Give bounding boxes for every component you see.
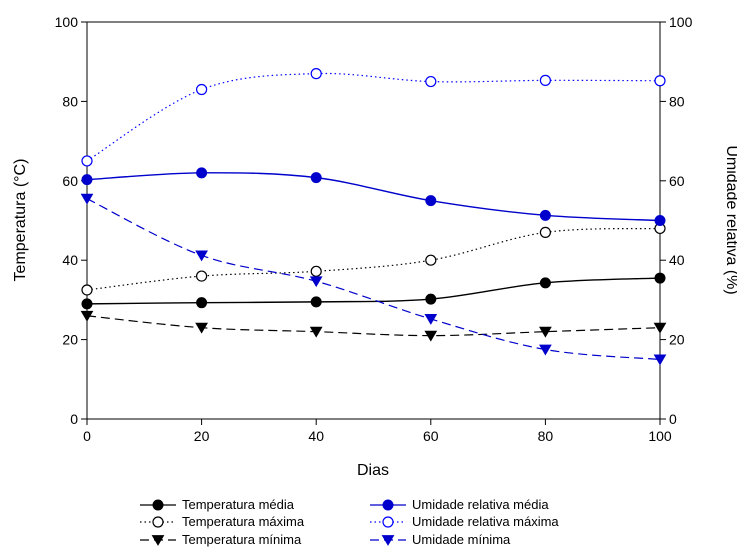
legend-marker	[382, 499, 394, 511]
y-tick-label-left: 100	[55, 14, 79, 30]
series-temperatura-m-xima	[81, 222, 666, 296]
data-point	[196, 297, 208, 309]
data-point	[309, 276, 323, 288]
legend-label: Temperatura média	[182, 497, 295, 512]
series-line	[86, 198, 661, 361]
series-umidade-m-nima	[80, 193, 667, 366]
series-layer	[80, 68, 667, 366]
legend-item: Umidade relativa máxima	[370, 514, 559, 529]
data-point	[81, 174, 93, 186]
legend: Temperatura média Temperatura máxima Tempe…	[140, 497, 559, 547]
data-point	[195, 322, 208, 334]
series-temperatura-m-dia	[81, 272, 666, 310]
plot-frame	[86, 21, 661, 420]
data-point	[196, 167, 208, 179]
data-point	[425, 293, 437, 305]
legend-label: Temperatura máxima	[182, 514, 305, 529]
data-point	[653, 354, 667, 366]
y-axis-label-right: Umidade relativa (%)	[723, 145, 737, 294]
legend-item: Umidade relativa média	[370, 497, 549, 512]
data-point	[81, 284, 93, 296]
plot-area	[86, 21, 661, 420]
legend-label: Umidade relativa máxima	[412, 514, 559, 529]
legend-marker	[152, 516, 164, 528]
data-point	[425, 75, 437, 88]
data-point	[539, 326, 552, 338]
legend-item: Umidade mínima	[370, 532, 511, 547]
data-point	[653, 322, 667, 334]
y-tick-label-right: 60	[669, 173, 685, 189]
data-point	[196, 83, 208, 96]
x-tick-label: 80	[538, 428, 554, 444]
data-point	[196, 270, 208, 282]
y-tick-label-right: 20	[669, 332, 685, 348]
data-point	[654, 75, 666, 87]
y-tick-label-left: 40	[62, 252, 78, 268]
x-axis-label: Dias	[357, 462, 389, 479]
data-point	[81, 155, 93, 167]
series-temperatura-m-nima	[80, 310, 667, 342]
data-point	[81, 298, 93, 310]
data-point	[539, 277, 551, 289]
legend-label: Umidade relativa média	[412, 497, 549, 512]
legend-item: Temperatura máxima	[140, 514, 305, 529]
data-point	[310, 68, 322, 80]
data-point	[195, 250, 208, 262]
data-point	[539, 344, 552, 356]
data-point	[539, 226, 552, 239]
data-point	[310, 296, 322, 308]
data-point	[654, 272, 666, 284]
y-axis-label-left: Temperatura (°C)	[12, 159, 29, 282]
data-point	[424, 330, 438, 342]
series-line	[86, 72, 661, 162]
legend-marker	[151, 535, 165, 546]
series-line	[86, 277, 661, 305]
series-line	[86, 172, 661, 222]
x-tick-label: 20	[194, 428, 210, 444]
data-point	[539, 74, 552, 86]
y-tick-label-right: 80	[669, 93, 685, 109]
y-tick-label-left: 0	[70, 411, 78, 427]
x-tick-label: 40	[308, 428, 324, 444]
y-tick-label-right: 40	[669, 252, 685, 268]
y-tick-label-left: 20	[62, 332, 78, 348]
series-umidade-relativa-m-dia	[81, 167, 666, 226]
legend-marker	[152, 499, 164, 511]
data-point	[539, 209, 551, 221]
data-point	[424, 314, 438, 325]
x-tick-label: 100	[648, 428, 672, 444]
x-tick-label: 60	[423, 428, 439, 444]
data-point	[425, 195, 437, 207]
series-line	[86, 315, 661, 337]
data-point	[654, 215, 666, 226]
data-point	[80, 310, 94, 322]
legend-item: Temperatura mínima	[140, 532, 302, 547]
y-tick-label-left: 60	[62, 173, 78, 189]
series-umidade-relativa-m-xima	[81, 68, 666, 167]
legend-marker	[382, 516, 394, 528]
legend-label: Umidade mínima	[412, 532, 511, 547]
y-tick-label-left: 80	[62, 93, 78, 109]
y-tick-label-right: 0	[669, 411, 677, 427]
data-point	[310, 172, 322, 184]
legend-label: Temperatura mínima	[182, 532, 302, 547]
data-point	[80, 193, 94, 205]
legend-item: Temperatura média	[140, 497, 295, 512]
x-tick-label: 0	[83, 428, 91, 444]
data-point	[309, 326, 323, 338]
data-point	[425, 254, 437, 266]
y-tick-label-right: 100	[669, 14, 693, 30]
legend-marker	[381, 535, 395, 546]
data-point	[310, 265, 322, 277]
